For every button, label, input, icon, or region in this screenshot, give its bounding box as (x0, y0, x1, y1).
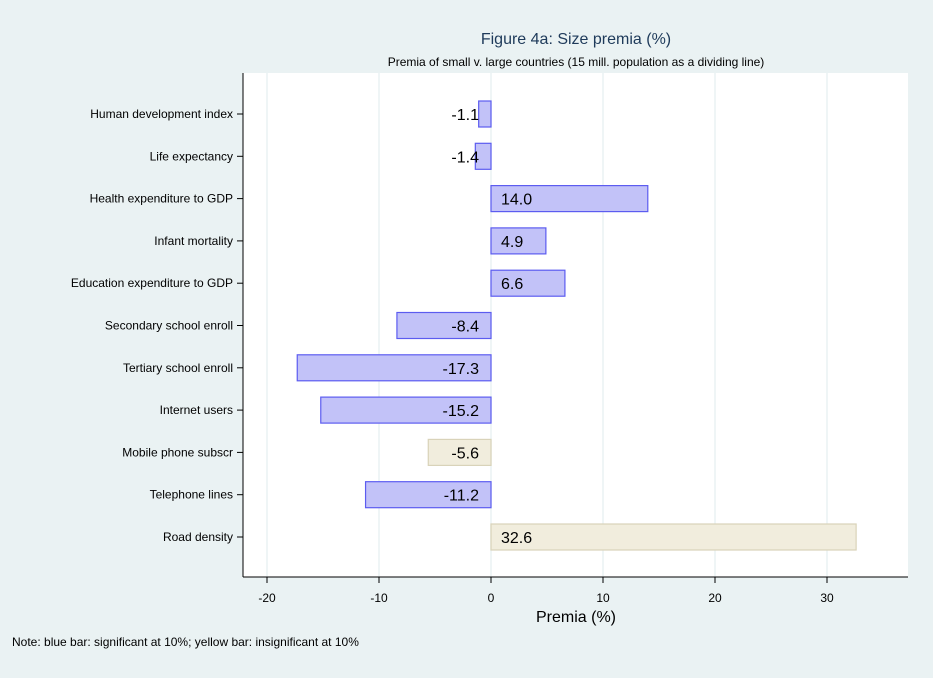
data-label: -11.2 (444, 488, 479, 505)
data-label: -1.4 (451, 149, 479, 166)
y-tick-label: Life expectancy (150, 149, 233, 163)
bar (474, 142, 492, 170)
bar (490, 227, 547, 255)
data-label: -1.1 (451, 107, 479, 124)
y-tick-label: Internet users (160, 403, 233, 417)
chart-title: Figure 4a: Size premia (%) (481, 31, 671, 48)
bar (320, 396, 492, 424)
x-tick-label: 0 (488, 591, 495, 605)
data-label: -15.2 (443, 403, 480, 420)
data-label: 4.9 (501, 234, 523, 251)
bar (490, 185, 649, 213)
bar (396, 311, 492, 340)
y-tick-label: Health expenditure to GDP (90, 192, 233, 206)
data-label: -5.6 (451, 445, 479, 462)
plot-area (243, 73, 908, 577)
data-label: -17.3 (443, 361, 480, 378)
x-tick-label: 30 (820, 591, 834, 605)
y-tick-label: Infant mortality (154, 234, 233, 248)
y-tick-label: Human development index (90, 107, 233, 121)
y-tick-label: Education expenditure to GDP (71, 276, 233, 290)
data-label: 6.6 (501, 276, 523, 293)
bar (490, 269, 566, 297)
x-tick-label: 20 (708, 591, 722, 605)
bar (364, 481, 492, 509)
data-label: 14.0 (501, 192, 532, 209)
data-label: -8.4 (451, 319, 479, 336)
bar (478, 100, 492, 128)
y-tick-label: Telephone lines (150, 488, 233, 502)
x-tick-label: -20 (258, 591, 276, 605)
bar (490, 523, 857, 551)
x-tick-label: -10 (370, 591, 388, 605)
data-label: 32.6 (501, 530, 532, 547)
x-tick-label: 10 (596, 591, 610, 605)
x-axis-label: Premia (%) (536, 609, 616, 626)
bar (427, 438, 492, 466)
y-tick-label: Secondary school enroll (105, 319, 233, 333)
bar (296, 354, 492, 382)
y-tick-label: Mobile phone subscr (122, 445, 233, 459)
y-tick-label: Tertiary school enroll (123, 361, 233, 375)
chart-subtitle: Premia of small v. large countries (15 m… (388, 55, 765, 69)
chart-note: Note: blue bar: significant at 10%; yell… (12, 635, 359, 649)
y-tick-label: Road density (163, 530, 233, 544)
